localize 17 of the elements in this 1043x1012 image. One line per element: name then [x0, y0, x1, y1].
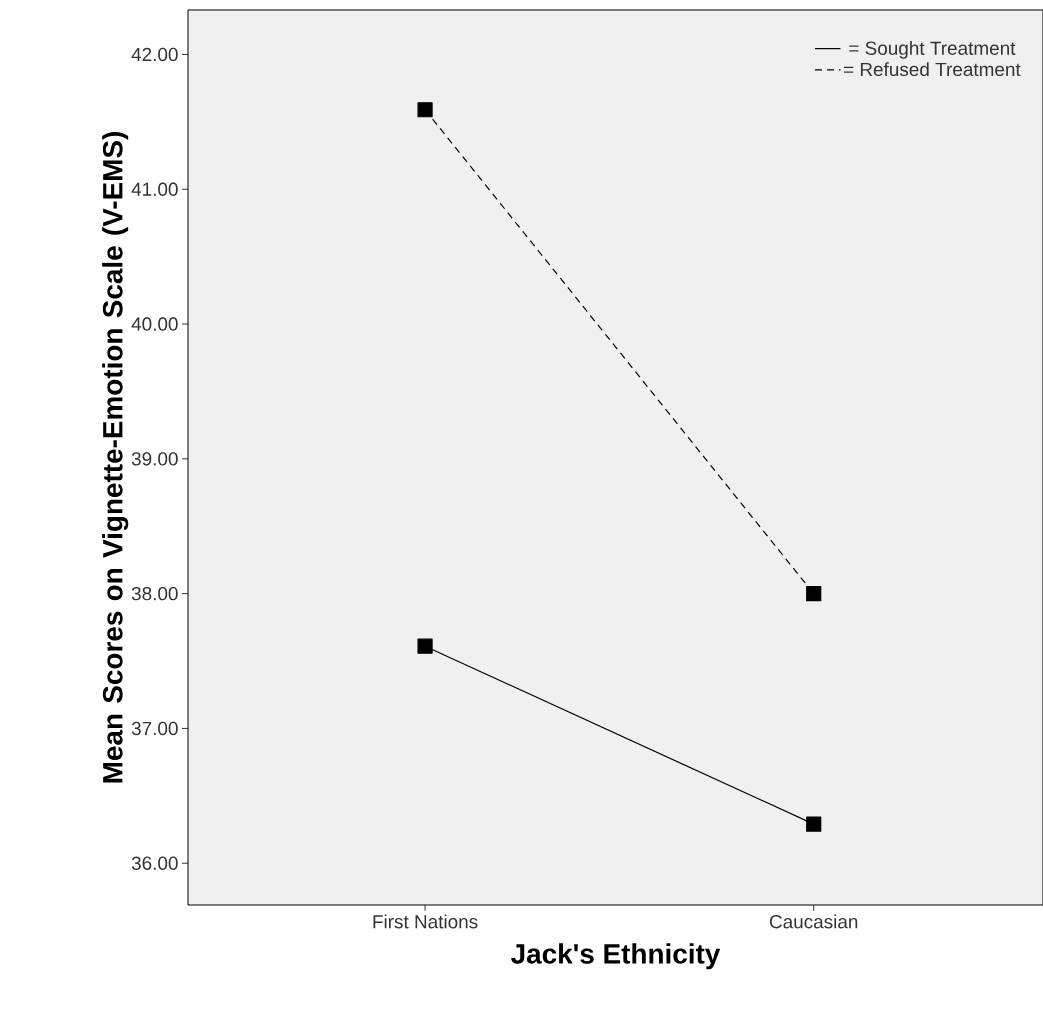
- point: [417, 102, 433, 118]
- y-tick-label: 37.00: [131, 721, 178, 736]
- y-tick-label: 36.00: [131, 856, 178, 870]
- y-tick-label: 38.00: [131, 586, 178, 601]
- point: [806, 586, 822, 602]
- x-tick-label: Caucasian: [769, 914, 858, 929]
- x-axis-title: Jack's Ethnicity: [511, 943, 721, 970]
- legend-label: = Refused Treatment: [844, 62, 1021, 77]
- y-tick-label: 40.00: [131, 317, 178, 331]
- y-tick-label: 39.00: [131, 452, 178, 466]
- legend-label: = Sought Treatment: [849, 41, 1016, 59]
- point: [417, 638, 433, 654]
- y-axis-title: Mean Scores on Vignette-Emotion Scale (V-EMS): [102, 132, 129, 783]
- y-tick-label: 41.00: [131, 182, 178, 196]
- x-tick-label: First Nations: [373, 914, 478, 929]
- point: [806, 816, 822, 832]
- y-tick-label: 42.00: [131, 47, 178, 62]
